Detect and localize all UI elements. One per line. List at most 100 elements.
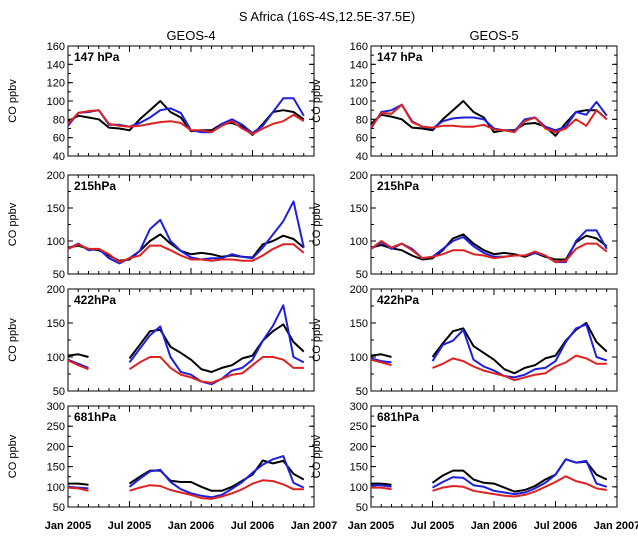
y-tick-label: 100	[350, 352, 368, 364]
series-line-red	[67, 486, 89, 492]
series-line-black	[370, 353, 392, 358]
x-tick-label: Jan 2005	[45, 520, 91, 532]
series-line-red	[370, 358, 392, 367]
y-axis-label: CO ppbv	[311, 434, 323, 478]
series-line-red	[67, 109, 305, 135]
x-tick-label: Jan 2005	[348, 520, 394, 532]
y-tick-label: 120	[350, 78, 368, 90]
chart-panel-4: 50 100 150 200 CO ppbv 215hPa	[311, 170, 618, 281]
series-line-black	[128, 323, 305, 373]
chart-panel-6: 50 100 150 200 CO ppbv 422hPa	[311, 284, 618, 398]
series-line-red	[67, 359, 89, 371]
y-tick-label: 50	[356, 386, 368, 398]
pressure-level-label: 681hPa	[377, 410, 419, 424]
y-tick-label: 200	[47, 284, 65, 296]
y-tick-label: 50	[53, 386, 65, 398]
series-line-black	[371, 482, 392, 486]
y-tick-label: 160	[47, 41, 65, 53]
chart-panel-2: 40 60 80 100 120 140 160 CO ppbv 147 hPa	[311, 41, 618, 163]
series-line-red	[128, 356, 304, 384]
y-tick-label: 140	[47, 59, 65, 71]
x-tick-label: Jan 2006	[168, 520, 214, 532]
y-tick-label: 140	[350, 59, 368, 71]
chart-panel-7: 50 100 150 200 250 300 CO ppbv 681hPa Jan 2005 Ju…	[7, 401, 337, 532]
y-tick-label: 250	[350, 421, 368, 433]
x-tick-label: Jul 2006	[534, 520, 577, 532]
y-tick-label: 50	[356, 269, 368, 281]
x-tick-label: Jul 2005	[411, 520, 454, 532]
y-tick-label: 100	[47, 236, 65, 248]
y-tick-label: 150	[47, 203, 65, 215]
pressure-level-label: 147 hPa	[74, 50, 120, 64]
y-tick-label: 100	[47, 352, 65, 364]
y-tick-label: 150	[350, 203, 368, 215]
x-tick-label: Jan 2007	[291, 520, 337, 532]
y-tick-label: 200	[350, 441, 368, 453]
y-tick-label: 150	[47, 462, 65, 474]
series-line-black	[68, 482, 89, 486]
series-line-black	[431, 322, 608, 375]
y-axis-label: CO ppbv	[7, 318, 19, 362]
series-line-red	[432, 475, 607, 498]
y-tick-label: 200	[47, 170, 65, 182]
y-tick-label: 150	[47, 318, 65, 330]
series-line-red	[432, 354, 607, 382]
chart-panel-5: 50 100 150 200 CO ppbv 422hPa	[7, 284, 315, 398]
y-tick-label: 300	[350, 401, 368, 413]
series-line-red	[371, 486, 392, 491]
column-title-geos5: GEOS-5	[469, 28, 518, 43]
series-line-blue	[431, 323, 608, 379]
y-axis-label: CO ppbv	[7, 434, 19, 478]
chart-panel-1: 40 60 80 100 120 140 160 CO ppbv 147 hPa	[7, 41, 315, 163]
y-tick-label: 60	[53, 133, 65, 145]
y-tick-label: 50	[356, 502, 368, 514]
x-tick-label: Jan 2007	[594, 520, 638, 532]
y-tick-label: 100	[350, 96, 368, 108]
pressure-level-label: 215hPa	[377, 179, 419, 193]
series-line-red	[67, 243, 305, 264]
x-tick-label: Jan 2006	[471, 520, 517, 532]
series-line-black	[67, 353, 89, 358]
pressure-level-label: 681hPa	[74, 410, 116, 424]
series-line-red	[370, 240, 608, 264]
series-line-blue	[371, 484, 392, 488]
series-line-black	[67, 233, 305, 262]
y-tick-label: 80	[53, 114, 65, 126]
y-tick-label: 100	[350, 482, 368, 494]
y-tick-label: 100	[47, 482, 65, 494]
y-axis-label: CO ppbv	[311, 202, 323, 246]
y-tick-label: 100	[350, 236, 368, 248]
y-tick-label: 200	[350, 170, 368, 182]
y-tick-label: 200	[350, 284, 368, 296]
y-tick-label: 120	[47, 78, 65, 90]
series-line-blue	[432, 458, 608, 496]
pressure-level-label: 422hPa	[74, 293, 116, 307]
pressure-level-label: 422hPa	[377, 293, 419, 307]
y-axis-label: CO ppbv	[311, 318, 323, 362]
y-tick-label: 80	[356, 114, 368, 126]
x-tick-label: Jul 2006	[231, 520, 274, 532]
chart-panel-3: 50 100 150 200 CO ppbv 215hPa	[7, 170, 315, 281]
y-tick-label: 60	[356, 133, 368, 145]
y-axis-label: CO ppbv	[7, 202, 19, 246]
series-line-red	[129, 479, 304, 500]
y-tick-label: 160	[350, 41, 368, 53]
series-line-blue	[128, 455, 305, 499]
y-tick-label: 150	[350, 318, 368, 330]
y-tick-label: 250	[47, 421, 65, 433]
y-tick-label: 40	[356, 151, 368, 163]
y-tick-label: 200	[47, 441, 65, 453]
series-line-red	[370, 103, 608, 134]
y-tick-label: 100	[47, 96, 65, 108]
y-tick-label: 50	[53, 502, 65, 514]
pressure-level-label: 215hPa	[74, 179, 116, 193]
panels: 40 60 80 100 120 140 160 CO ppbv 147 hPa 40 60 80 10…	[7, 41, 638, 532]
series-line-blue	[67, 200, 305, 265]
pressure-level-label: 147 hPa	[377, 50, 423, 64]
y-tick-label: 150	[350, 462, 368, 474]
series-line-blue	[370, 357, 392, 364]
x-tick-label: Jul 2005	[108, 520, 151, 532]
y-axis-label: CO ppbv	[7, 79, 19, 123]
y-axis-label: CO ppbv	[311, 79, 323, 123]
